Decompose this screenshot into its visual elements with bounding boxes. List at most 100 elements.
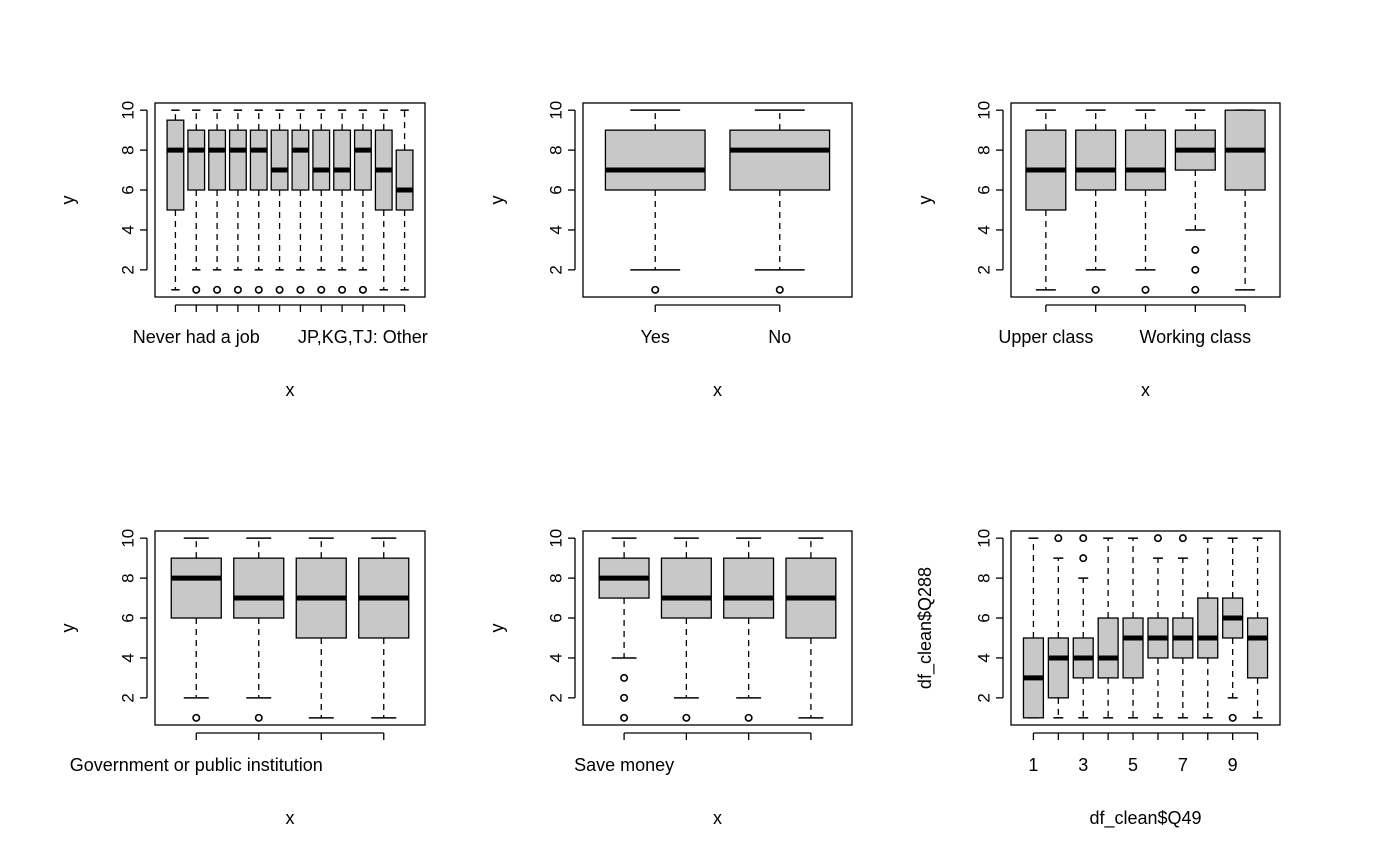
x-tick-label: 3: [1078, 755, 1088, 775]
box-2: [187, 109, 206, 294]
box-body: [395, 149, 414, 211]
y-tick-label: 4: [119, 653, 138, 662]
box-4: [358, 537, 410, 719]
y-tick-label: 6: [975, 613, 994, 622]
box-body: [1122, 617, 1144, 679]
outlier-point: [1079, 554, 1088, 563]
y-tick-label: 4: [975, 225, 994, 234]
box-5: [1224, 109, 1266, 291]
x-axis-title: x: [1141, 380, 1150, 400]
y-tick-label: 4: [975, 653, 994, 662]
panel-1: 2 4 6 8 10 Never had a job JP,KG,TJ: Other x y: [58, 101, 428, 400]
box-2: [1047, 534, 1069, 719]
box-7: [291, 109, 310, 294]
x-tick-label: No: [768, 327, 791, 347]
panel-2: 2 4 6 8 10 Yes No x y: [487, 101, 853, 400]
panels: 2 4 6 8 10 Never had a job JP,KG,TJ: Other x y 2 4…: [58, 101, 1281, 829]
x-axis-title: x: [286, 380, 295, 400]
plot-frame: [154, 530, 426, 726]
x-axis-title: x: [713, 380, 722, 400]
plot-frame: [1010, 530, 1281, 726]
y-tick-label: 2: [547, 265, 566, 274]
x-tick-label: Yes: [641, 327, 670, 347]
box-body: [333, 129, 352, 191]
box-body: [1124, 129, 1167, 191]
box-body: [270, 129, 289, 191]
outlier-point: [233, 285, 242, 294]
y-axis-title: df_clean$Q288: [915, 567, 936, 689]
box-body: [233, 557, 285, 619]
outlier-point: [1079, 534, 1088, 543]
plot-frame: [582, 530, 853, 726]
y-tick-label: 2: [547, 693, 566, 702]
outlier-point: [1153, 534, 1162, 543]
box-4: [1174, 109, 1216, 294]
y-axis-title: y: [487, 624, 507, 633]
box-body: [166, 119, 185, 211]
box-3: [723, 537, 775, 722]
plot-frame: [154, 102, 426, 298]
y-tick-label: 10: [547, 529, 566, 548]
outlier-point: [1178, 534, 1187, 543]
x-tick-label: 5: [1128, 755, 1138, 775]
box-8: [312, 109, 331, 294]
box-9: [333, 109, 352, 294]
outlier-point: [620, 693, 629, 702]
y-axis-title: y: [915, 196, 935, 205]
panel-4: 2 4 6 8 10 Government or public institution x y: [58, 529, 426, 828]
y-tick-label: 10: [975, 101, 994, 120]
outlier-point: [317, 285, 326, 294]
box-1: [1022, 537, 1045, 719]
box-5: [1122, 537, 1144, 719]
y-tick-label: 10: [975, 529, 994, 548]
box-body: [1197, 597, 1219, 659]
box-body: [1097, 617, 1119, 679]
box-4: [228, 109, 247, 294]
outlier-point: [338, 285, 347, 294]
box-body: [249, 129, 268, 191]
y-tick-label: 6: [547, 185, 566, 194]
outlier-point: [192, 285, 201, 294]
y-tick-label: 2: [119, 265, 138, 274]
outlier-point: [651, 285, 660, 294]
box-body: [1075, 129, 1117, 191]
box-2: [1075, 109, 1117, 294]
box-body: [228, 129, 247, 191]
y-tick-label: 2: [975, 265, 994, 274]
x-axis-title: x: [286, 808, 295, 828]
outlier-point: [1141, 285, 1150, 294]
box-3: [295, 537, 347, 719]
panel-6: 2 4 6 8 10 1 3 5 7 9 df_clean$Q49 df_clean$Q288: [915, 529, 1281, 829]
box-10: [1246, 537, 1269, 719]
y-tick-label: 6: [119, 613, 138, 622]
box-body: [1246, 617, 1269, 679]
x-axis-title: df_clean$Q49: [1089, 808, 1201, 829]
y-tick-label: 2: [975, 693, 994, 702]
box-4: [785, 537, 837, 719]
box-6: [270, 109, 289, 294]
box-8: [1197, 537, 1219, 719]
box-body: [187, 129, 206, 191]
y-tick-label: 8: [119, 145, 138, 154]
box-12: [395, 109, 414, 291]
box-10: [353, 109, 372, 294]
x-axis-title: x: [713, 808, 722, 828]
outlier-point: [775, 285, 784, 294]
box-1: [1025, 109, 1067, 291]
box-body: [729, 129, 831, 191]
y-tick-label: 4: [119, 225, 138, 234]
plot-frame: [582, 102, 853, 298]
box-9: [1222, 537, 1244, 722]
panel-3: 2 4 6 8 10 Upper class Working class x y: [915, 101, 1281, 400]
outlier-point: [1191, 245, 1200, 254]
y-tick-label: 8: [975, 573, 994, 582]
box-2: [660, 537, 712, 722]
x-tick-label: 7: [1178, 755, 1188, 775]
box-3: [1072, 534, 1094, 719]
outlier-point: [682, 713, 691, 722]
outlier-point: [213, 285, 222, 294]
box-1: [604, 109, 706, 294]
y-axis-title: y: [487, 196, 507, 205]
box-6: [1147, 534, 1169, 719]
panel-5: 2 4 6 8 10 Save money x y: [487, 529, 853, 828]
